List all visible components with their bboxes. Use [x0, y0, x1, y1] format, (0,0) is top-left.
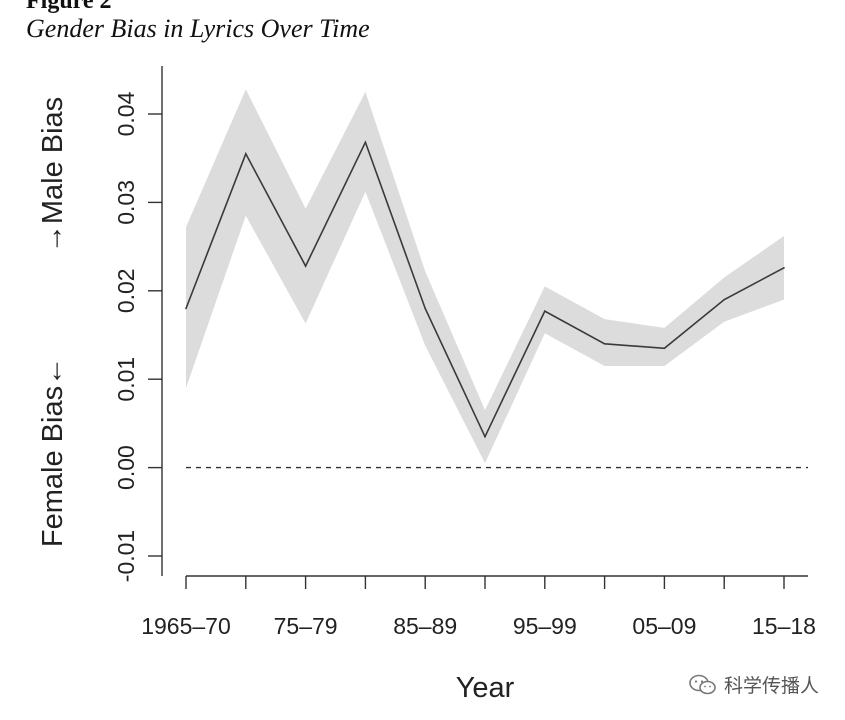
- y-tick-label: 0.01: [113, 357, 139, 402]
- chart-title: Gender Bias in Lyrics Over Time: [26, 14, 370, 43]
- y-tick-label: -0.01: [113, 530, 139, 582]
- confidence-band-layer: [186, 89, 784, 464]
- data-point: [185, 307, 187, 310]
- y-axis-title-female: Female Bias←: [37, 357, 69, 547]
- y-tick-label: 0.00: [113, 445, 139, 490]
- series-line-layer: [185, 140, 785, 439]
- wechat-icon: [689, 674, 716, 694]
- data-point: [723, 298, 725, 301]
- confidence-band: [186, 89, 784, 464]
- x-tick-label: 85–89: [393, 613, 457, 639]
- figure-label: Figure 2: [26, 0, 112, 14]
- data-point: [603, 343, 606, 345]
- x-tick-label: 1965–70: [141, 613, 231, 639]
- data-point: [245, 152, 247, 155]
- data-point: [484, 435, 486, 438]
- x-tick-label: 05–09: [632, 613, 696, 639]
- axis-labels-layer: Year →Male Bias Female Bias←: [37, 97, 514, 704]
- y-tick-label: 0.02: [113, 268, 139, 313]
- x-tick-label: 95–99: [513, 613, 577, 639]
- x-tick-label: 75–79: [274, 613, 338, 639]
- watermark: 科学传播人: [688, 671, 819, 698]
- data-point: [304, 265, 307, 267]
- x-axis-title: Year: [456, 672, 515, 704]
- data-point: [544, 310, 546, 312]
- data-point: [424, 307, 427, 310]
- data-point: [783, 267, 785, 269]
- x-tick-label: 15–18: [752, 613, 816, 639]
- data-point: [663, 347, 666, 350]
- watermark-text: 科学传播人: [723, 675, 819, 697]
- axes-layer: -0.01 0.00 0.01 0.02 0.03 0.04 1965–70 75–79 85–…: [113, 66, 816, 639]
- y-tick-label: 0.04: [113, 91, 139, 136]
- data-point: [364, 141, 367, 144]
- y-tick-label: 0.03: [113, 180, 139, 225]
- y-axis-title-male: →Male Bias: [37, 97, 69, 253]
